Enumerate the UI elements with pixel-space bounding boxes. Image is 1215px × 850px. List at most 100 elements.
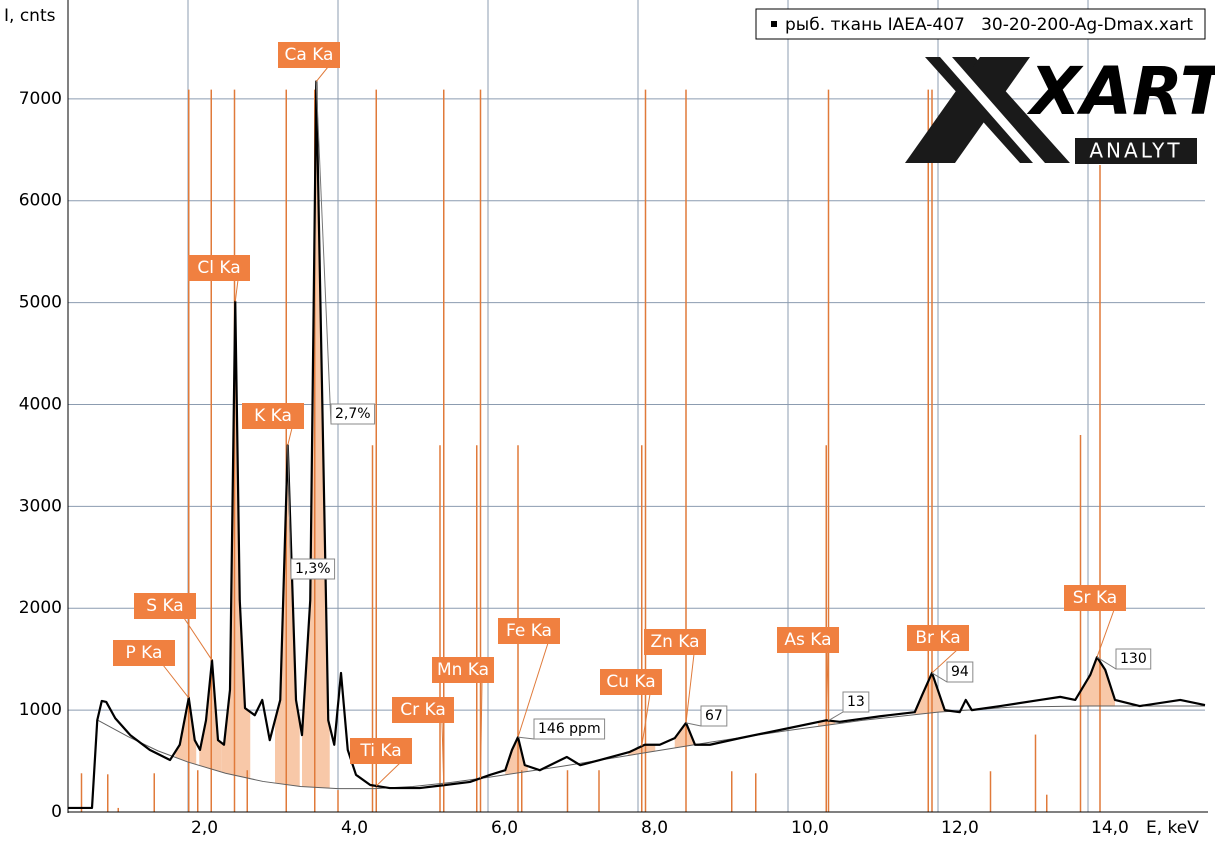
value-label-box [700,705,728,727]
value-leader [685,722,702,727]
peak-label-box [777,627,839,653]
peak-label: Cr Ka [400,700,446,720]
peak-label-box [644,629,706,655]
peak-label-box [1064,585,1126,611]
peak-label: Mn Ka [437,660,489,680]
spectrum-line [68,80,1206,810]
background-curve [97,705,1205,790]
peak-label: Ca Ka [285,45,334,65]
peak-label: Sr Ka [1073,588,1117,608]
peak-leader [287,427,293,446]
y-axis-title: I, cnts [4,6,56,26]
peak-leader [641,693,651,747]
peak-label-box [392,697,454,723]
y-tick-label: 3000 [19,496,62,516]
peak-label-box [432,657,494,683]
peak-leader [480,681,483,779]
peak-label-box [350,738,412,764]
x-tick-label: 4,0 [341,818,368,838]
y-tick-label: 1000 [19,700,62,720]
logo-subtext: ANALYT [1089,139,1182,163]
peak-leader [826,651,829,721]
value-label: 13 [847,694,865,710]
logo-stripe [940,57,1045,163]
peak-label: As Ka [784,630,831,650]
value-label: 2,7% [335,406,371,422]
value-label: 130 [1120,651,1147,667]
y-tick-label: 5000 [19,293,62,313]
y-tick-label: 0 [51,802,62,822]
peak-area [221,301,251,779]
value-leader [1096,656,1117,670]
peak-label-box [242,403,304,429]
peak-label: Fe Ka [506,621,552,641]
peak-label-box [278,42,340,68]
peak-label: Cu Ka [606,672,655,692]
value-leader [287,445,292,580]
peak-label-box [907,625,969,651]
peak-label-box [113,640,175,666]
peak-label-box [188,255,250,281]
peak-leader [685,653,695,723]
peak-leader [162,664,190,699]
y-tick-label: 4000 [19,394,62,414]
y-tick-label: 6000 [19,191,62,211]
x-tick-label: 8,0 [641,818,668,838]
peak-leader [1096,609,1115,658]
x-tick-label: 2,0 [191,818,218,838]
value-label: 146 ppm [538,721,601,737]
annotations: 0 1000 2000 3000 4000 5000 6000 7000 2,0 4,0 6,0 8,… [19,42,1152,838]
peak-label-box [134,593,196,619]
legend-box [755,8,1206,40]
value-leader [931,672,948,683]
curves [68,80,1206,810]
value-label: 1,3% [295,561,331,577]
peak-label-box [600,669,662,695]
peak-area [302,81,330,789]
peak-area [275,445,300,787]
peak-label-box [498,618,560,644]
legend: рыб. ткань IAEA-407 30-20-200-Ag-Dmax.xa… [755,8,1206,40]
value-leader [828,711,844,721]
value-label-box [1115,648,1152,670]
peak-area [674,722,701,748]
logo: XART ANALYT [905,53,1215,164]
value-label-box [533,718,606,740]
value-label-box [290,558,336,580]
peak-leader [234,279,239,302]
legend-label: рыб. ткань IAEA-407 30-20-200-Ag-Dmax.xa… [785,15,1193,35]
peak-leader [315,66,329,82]
x-axis-title: E, keV [1146,818,1199,838]
peak-leader [183,617,213,661]
value-label: 94 [951,664,969,680]
x-tick-label: 14,0 [1091,818,1129,838]
value-label-box [330,403,376,425]
peak-area [505,737,528,775]
legend-swatch [771,21,777,27]
value-leader [315,81,332,425]
logo-stripe [905,57,1030,163]
peak-label: K Ka [254,406,292,426]
y-tick-label: 2000 [19,598,62,618]
value-leader [517,736,535,740]
peak-label: S Ka [146,596,183,616]
peak-label: Cl Ka [197,258,240,278]
peak-area [1079,657,1115,707]
y-tick-label: 7000 [19,89,62,109]
peak-label: Ti Ka [359,741,401,761]
x-tick-label: 10,0 [791,818,829,838]
peak-leader [375,762,401,787]
peak-label: Zn Ka [650,632,699,652]
value-label: 67 [705,708,723,724]
peak-leader [931,649,958,674]
x-tick-label: 12,0 [941,818,979,838]
value-label-box [946,661,974,683]
peak-leader [441,721,445,786]
value-label-box [842,691,870,713]
x-tick-label: 6,0 [491,818,518,838]
peak-label: P Ka [126,643,163,663]
peak-label: Br Ka [915,628,960,648]
logo-text: XART [1026,53,1215,130]
peak-leader [517,642,549,738]
